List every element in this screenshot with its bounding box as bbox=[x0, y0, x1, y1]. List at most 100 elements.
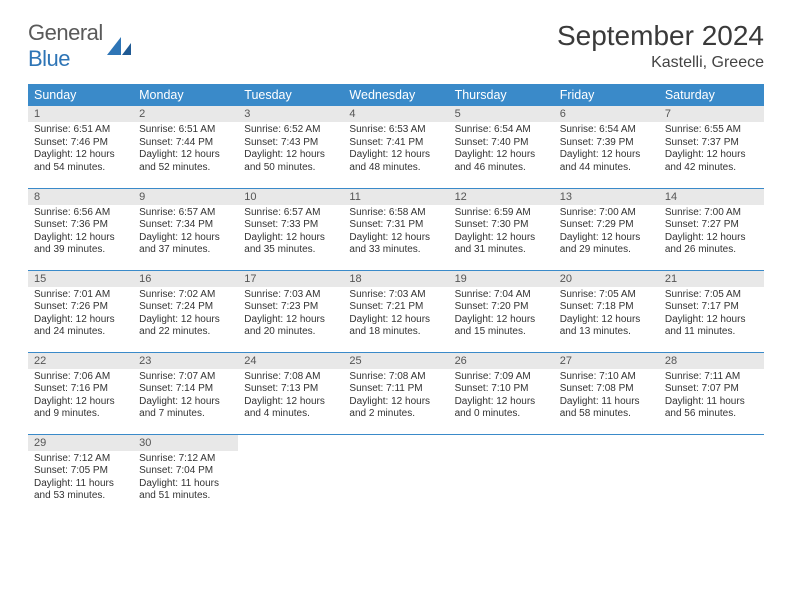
sunset-line: Sunset: 7:24 PM bbox=[139, 301, 232, 314]
daylight-line: Daylight: 12 hours and 46 minutes. bbox=[455, 149, 548, 174]
sunrise-line: Sunrise: 7:00 AM bbox=[560, 207, 653, 220]
daylight-line: Daylight: 11 hours and 58 minutes. bbox=[560, 396, 653, 421]
calendar-cell: 29Sunrise: 7:12 AMSunset: 7:05 PMDayligh… bbox=[28, 434, 133, 516]
calendar-table: Sunday Monday Tuesday Wednesday Thursday… bbox=[28, 84, 764, 516]
day-number: 10 bbox=[238, 189, 343, 205]
calendar-cell: 25Sunrise: 7:08 AMSunset: 7:11 PMDayligh… bbox=[343, 352, 448, 434]
sunset-line: Sunset: 7:43 PM bbox=[244, 137, 337, 150]
calendar-cell: 12Sunrise: 6:59 AMSunset: 7:30 PMDayligh… bbox=[449, 188, 554, 270]
day-number: 6 bbox=[554, 106, 659, 122]
day-body: Sunrise: 7:12 AMSunset: 7:05 PMDaylight:… bbox=[28, 451, 133, 507]
calendar-cell: 22Sunrise: 7:06 AMSunset: 7:16 PMDayligh… bbox=[28, 352, 133, 434]
day-number: 29 bbox=[28, 435, 133, 451]
day-number: 23 bbox=[133, 353, 238, 369]
sunset-line: Sunset: 7:26 PM bbox=[34, 301, 127, 314]
day-body: Sunrise: 6:51 AMSunset: 7:46 PMDaylight:… bbox=[28, 122, 133, 178]
calendar-cell: 18Sunrise: 7:03 AMSunset: 7:21 PMDayligh… bbox=[343, 270, 448, 352]
daylight-line: Daylight: 12 hours and 24 minutes. bbox=[34, 314, 127, 339]
sunset-line: Sunset: 7:40 PM bbox=[455, 137, 548, 150]
calendar-cell: 16Sunrise: 7:02 AMSunset: 7:24 PMDayligh… bbox=[133, 270, 238, 352]
day-body: Sunrise: 7:10 AMSunset: 7:08 PMDaylight:… bbox=[554, 369, 659, 425]
daylight-line: Daylight: 12 hours and 48 minutes. bbox=[349, 149, 442, 174]
day-number: 21 bbox=[659, 271, 764, 287]
calendar-cell: 6Sunrise: 6:54 AMSunset: 7:39 PMDaylight… bbox=[554, 106, 659, 188]
calendar-cell bbox=[659, 434, 764, 516]
day-number: 14 bbox=[659, 189, 764, 205]
daylight-line: Daylight: 12 hours and 11 minutes. bbox=[665, 314, 758, 339]
daylight-line: Daylight: 12 hours and 31 minutes. bbox=[455, 232, 548, 257]
sunrise-line: Sunrise: 6:57 AM bbox=[244, 207, 337, 220]
day-number: 8 bbox=[28, 189, 133, 205]
weekday-wednesday: Wednesday bbox=[343, 84, 448, 106]
calendar-cell: 21Sunrise: 7:05 AMSunset: 7:17 PMDayligh… bbox=[659, 270, 764, 352]
sunrise-line: Sunrise: 6:56 AM bbox=[34, 207, 127, 220]
day-number: 17 bbox=[238, 271, 343, 287]
daylight-line: Daylight: 11 hours and 53 minutes. bbox=[34, 478, 127, 503]
day-body: Sunrise: 6:59 AMSunset: 7:30 PMDaylight:… bbox=[449, 205, 554, 261]
sunset-line: Sunset: 7:14 PM bbox=[139, 383, 232, 396]
day-number: 27 bbox=[554, 353, 659, 369]
daylight-line: Daylight: 12 hours and 18 minutes. bbox=[349, 314, 442, 339]
day-number: 15 bbox=[28, 271, 133, 287]
brand-blue: Blue bbox=[28, 46, 70, 71]
daylight-line: Daylight: 12 hours and 7 minutes. bbox=[139, 396, 232, 421]
sunrise-line: Sunrise: 7:04 AM bbox=[455, 289, 548, 302]
calendar-cell: 9Sunrise: 6:57 AMSunset: 7:34 PMDaylight… bbox=[133, 188, 238, 270]
sunrise-line: Sunrise: 6:51 AM bbox=[34, 124, 127, 137]
title-block: September 2024 Kastelli, Greece bbox=[557, 20, 764, 72]
day-number: 9 bbox=[133, 189, 238, 205]
sunset-line: Sunset: 7:29 PM bbox=[560, 219, 653, 232]
sunset-line: Sunset: 7:11 PM bbox=[349, 383, 442, 396]
calendar-cell: 28Sunrise: 7:11 AMSunset: 7:07 PMDayligh… bbox=[659, 352, 764, 434]
sunrise-line: Sunrise: 6:59 AM bbox=[455, 207, 548, 220]
weekday-saturday: Saturday bbox=[659, 84, 764, 106]
daylight-line: Daylight: 12 hours and 15 minutes. bbox=[455, 314, 548, 339]
daylight-line: Daylight: 12 hours and 29 minutes. bbox=[560, 232, 653, 257]
calendar-cell bbox=[238, 434, 343, 516]
day-number: 1 bbox=[28, 106, 133, 122]
sunset-line: Sunset: 7:30 PM bbox=[455, 219, 548, 232]
day-number: 2 bbox=[133, 106, 238, 122]
sunrise-line: Sunrise: 6:53 AM bbox=[349, 124, 442, 137]
sunrise-line: Sunrise: 7:00 AM bbox=[665, 207, 758, 220]
sunset-line: Sunset: 7:10 PM bbox=[455, 383, 548, 396]
daylight-line: Daylight: 12 hours and 33 minutes. bbox=[349, 232, 442, 257]
calendar-cell: 7Sunrise: 6:55 AMSunset: 7:37 PMDaylight… bbox=[659, 106, 764, 188]
month-title: September 2024 bbox=[557, 20, 764, 52]
sunset-line: Sunset: 7:16 PM bbox=[34, 383, 127, 396]
calendar-cell: 17Sunrise: 7:03 AMSunset: 7:23 PMDayligh… bbox=[238, 270, 343, 352]
day-body: Sunrise: 7:03 AMSunset: 7:23 PMDaylight:… bbox=[238, 287, 343, 343]
day-number: 22 bbox=[28, 353, 133, 369]
calendar-cell: 26Sunrise: 7:09 AMSunset: 7:10 PMDayligh… bbox=[449, 352, 554, 434]
sunrise-line: Sunrise: 7:05 AM bbox=[560, 289, 653, 302]
day-body: Sunrise: 7:01 AMSunset: 7:26 PMDaylight:… bbox=[28, 287, 133, 343]
sunrise-line: Sunrise: 6:54 AM bbox=[455, 124, 548, 137]
sunrise-line: Sunrise: 7:12 AM bbox=[34, 453, 127, 466]
daylight-line: Daylight: 12 hours and 26 minutes. bbox=[665, 232, 758, 257]
calendar-cell: 30Sunrise: 7:12 AMSunset: 7:04 PMDayligh… bbox=[133, 434, 238, 516]
day-number: 28 bbox=[659, 353, 764, 369]
day-number: 3 bbox=[238, 106, 343, 122]
calendar-row: 22 Sunrise: 7:06 AMSunset: 7:16 PM Dayligh… bbox=[28, 352, 764, 434]
daylight-line: Daylight: 12 hours and 42 minutes. bbox=[665, 149, 758, 174]
sunrise-line: Sunrise: 6:51 AM bbox=[139, 124, 232, 137]
day-body: Sunrise: 6:54 AMSunset: 7:39 PMDaylight:… bbox=[554, 122, 659, 178]
day-body: Sunrise: 7:02 AMSunset: 7:24 PMDaylight:… bbox=[133, 287, 238, 343]
day-number: 19 bbox=[449, 271, 554, 287]
day-body: Sunrise: 7:00 AMSunset: 7:27 PMDaylight:… bbox=[659, 205, 764, 261]
location-label: Kastelli, Greece bbox=[557, 54, 764, 72]
day-body: Sunrise: 7:08 AMSunset: 7:13 PMDaylight:… bbox=[238, 369, 343, 425]
sunset-line: Sunset: 7:36 PM bbox=[34, 219, 127, 232]
day-number: 30 bbox=[133, 435, 238, 451]
sunrise-line: Sunrise: 7:06 AM bbox=[34, 371, 127, 384]
day-body: Sunrise: 7:08 AMSunset: 7:11 PMDaylight:… bbox=[343, 369, 448, 425]
weekday-thursday: Thursday bbox=[449, 84, 554, 106]
day-body: Sunrise: 7:00 AMSunset: 7:29 PMDaylight:… bbox=[554, 205, 659, 261]
sunset-line: Sunset: 7:21 PM bbox=[349, 301, 442, 314]
daylight-line: Daylight: 12 hours and 37 minutes. bbox=[139, 232, 232, 257]
sunset-line: Sunset: 7:27 PM bbox=[665, 219, 758, 232]
daylight-line: Daylight: 12 hours and 44 minutes. bbox=[560, 149, 653, 174]
sunset-line: Sunset: 7:39 PM bbox=[560, 137, 653, 150]
day-body: Sunrise: 6:54 AMSunset: 7:40 PMDaylight:… bbox=[449, 122, 554, 178]
calendar-cell: 4Sunrise: 6:53 AMSunset: 7:41 PMDaylight… bbox=[343, 106, 448, 188]
